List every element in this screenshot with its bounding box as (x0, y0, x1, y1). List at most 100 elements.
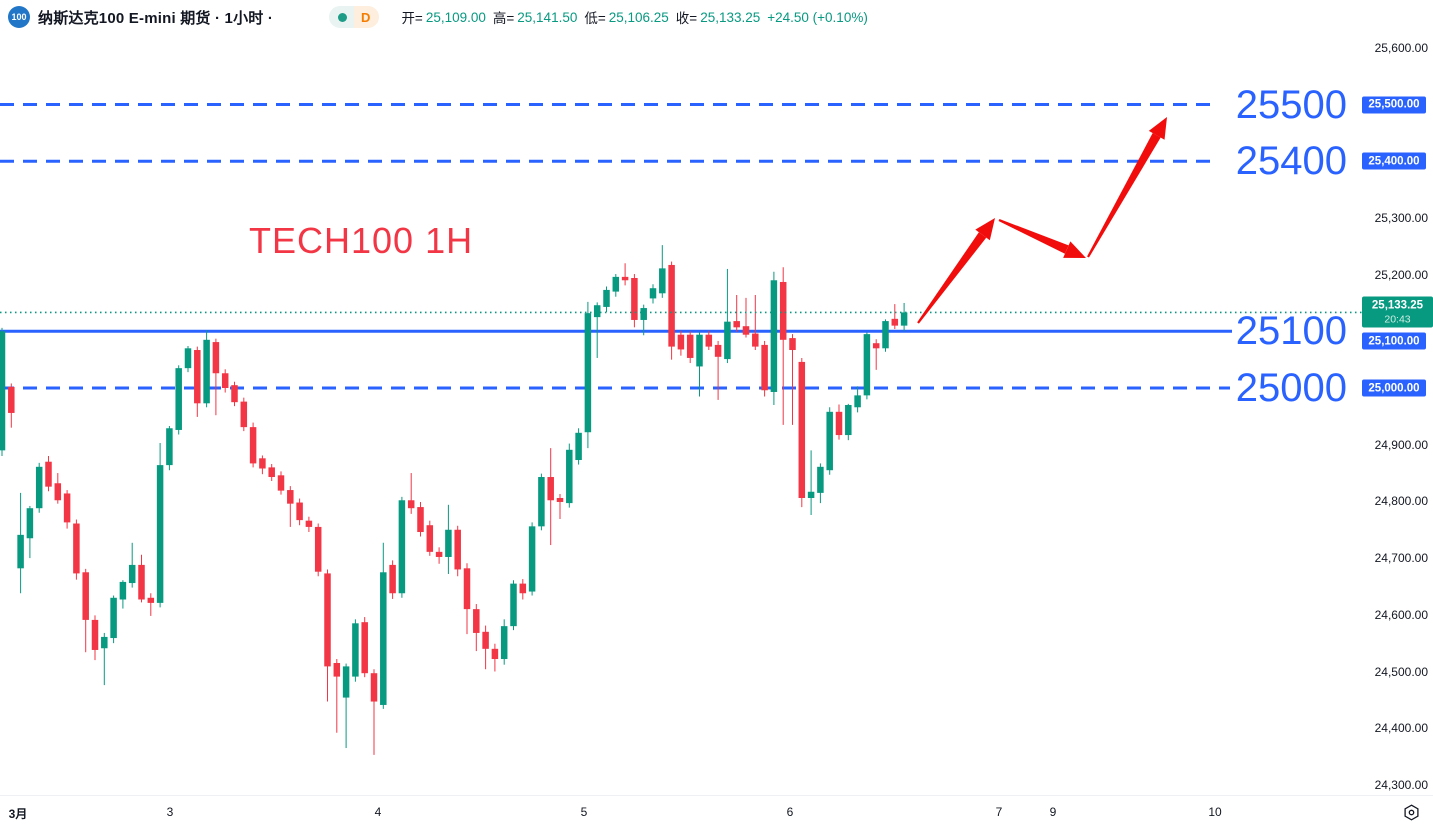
candle-body (324, 573, 331, 667)
candle-body (370, 673, 378, 702)
candle-body (333, 662, 341, 677)
projection-arrow-shaft[interactable] (998, 218, 1069, 254)
tech100-annotation-text[interactable]: TECH100 1H (249, 220, 474, 261)
projection-arrow-head[interactable] (975, 218, 995, 241)
candle-body (761, 344, 768, 391)
interval-pill[interactable]: D (329, 6, 380, 28)
close-value: 25,133.25 (700, 9, 761, 25)
candle-body (584, 313, 592, 433)
candle-body (593, 305, 601, 318)
candle-body (268, 467, 275, 478)
candle-body (547, 477, 554, 501)
candle-body (17, 534, 24, 569)
candle-body (128, 564, 136, 584)
level-number-25400[interactable]: 25400 (1235, 139, 1347, 184)
candle-body (500, 626, 508, 660)
candle-body (8, 386, 15, 413)
symbol-title[interactable]: 纳斯达克100 E-mini 期货 · 1小时 · (38, 9, 274, 27)
candle-body (677, 334, 685, 350)
price-tick-label: 24,500.00 (1374, 664, 1428, 679)
candle-body (640, 308, 647, 320)
daily-interval-badge[interactable]: D (354, 6, 380, 28)
candle-body (519, 583, 527, 594)
candle-body (659, 268, 666, 294)
price-tag-25100: 25,100.00 (1362, 332, 1426, 350)
time-label-9: 9 (1049, 805, 1057, 819)
price-tag-25500: 25,500.00 (1362, 96, 1426, 113)
low-label: 低= (584, 11, 606, 26)
level-number-25000[interactable]: 25000 (1235, 366, 1347, 410)
candle-body (231, 385, 238, 403)
candle-body (807, 491, 815, 498)
candle-body (445, 529, 452, 557)
candle-body (380, 572, 387, 705)
candle-body (872, 343, 880, 349)
candle-body (26, 508, 34, 539)
projection-arrow-shaft[interactable] (917, 232, 987, 324)
candle-body (73, 523, 80, 574)
price-tick-label: 25,300.00 (1374, 210, 1428, 225)
time-label-10: 10 (1208, 805, 1222, 819)
candle-body (194, 350, 201, 404)
time-axis[interactable]: 3月 3 4 5 6 7 9 10 (0, 795, 1433, 828)
price-tick-label: 24,600.00 (1374, 607, 1428, 622)
candle-body (287, 490, 294, 504)
candle-body (612, 276, 620, 292)
candle-body (882, 321, 889, 349)
candle-body (203, 339, 210, 404)
projection-arrow-head[interactable] (1148, 117, 1167, 140)
projection-arrow-shaft[interactable] (1087, 133, 1161, 258)
candle-body (221, 373, 229, 388)
candle-body (482, 631, 489, 649)
candle-body (733, 321, 740, 328)
candle-body (473, 609, 480, 633)
candle-body (798, 361, 806, 498)
candle-body (175, 368, 182, 430)
candle-body (686, 334, 694, 358)
candle-body (240, 401, 248, 428)
candle-body (631, 278, 638, 320)
candle-body (826, 411, 833, 471)
price-axis[interactable]: 25,600.00 25,300.00 25,200.00 24,900.00 24,8… (1352, 0, 1433, 795)
price-tick-label: 24,800.00 (1374, 494, 1428, 509)
candle-body (45, 461, 52, 487)
symbol-logo-icon[interactable]: 100 (8, 6, 30, 28)
candle-body (184, 348, 192, 369)
candle-body (110, 597, 117, 639)
candle-body (156, 465, 164, 603)
candle-body (845, 405, 852, 436)
candle-body (900, 312, 908, 326)
candle-body (54, 483, 62, 501)
candle-body (296, 502, 303, 521)
candle-body (398, 500, 406, 594)
candle-body (528, 526, 536, 592)
market-status-dot-icon (338, 12, 348, 22)
level-number-25100[interactable]: 25100 (1235, 309, 1347, 354)
ohlc-readout: 开= 25,109.00 高= 25,141.50 低= 25,106.25 收… (401, 7, 867, 27)
close-label: 收= (675, 11, 698, 26)
candle-body (0, 331, 6, 451)
candle-body (454, 529, 461, 570)
candle-body (35, 466, 43, 509)
level-number-25500[interactable]: 25500 (1235, 82, 1347, 127)
candle-body (63, 493, 71, 523)
candle-body (91, 619, 99, 650)
candle-body (575, 432, 582, 461)
candle-body (389, 564, 396, 594)
candle-body (705, 334, 713, 347)
candle-body (352, 623, 359, 677)
candle-body (649, 288, 657, 299)
candle-body (314, 526, 322, 572)
candlestick-chart-canvas[interactable] (0, 0, 1433, 795)
axis-settings-gear-icon[interactable] (1402, 803, 1421, 822)
projection-arrow-head[interactable] (1063, 241, 1086, 258)
candle-body (538, 477, 545, 527)
market-status-segment[interactable] (329, 6, 355, 28)
candle-body (166, 428, 173, 466)
candle-body (770, 280, 778, 392)
candle-body (835, 411, 843, 436)
chart-header: 100 纳斯达克100 E-mini 期货 · 1小时 · D 开= 25,10… (8, 5, 868, 29)
change-value: +24.50 (+0.10%) (767, 9, 868, 25)
candle-body (724, 321, 731, 360)
candle-body (259, 458, 266, 469)
